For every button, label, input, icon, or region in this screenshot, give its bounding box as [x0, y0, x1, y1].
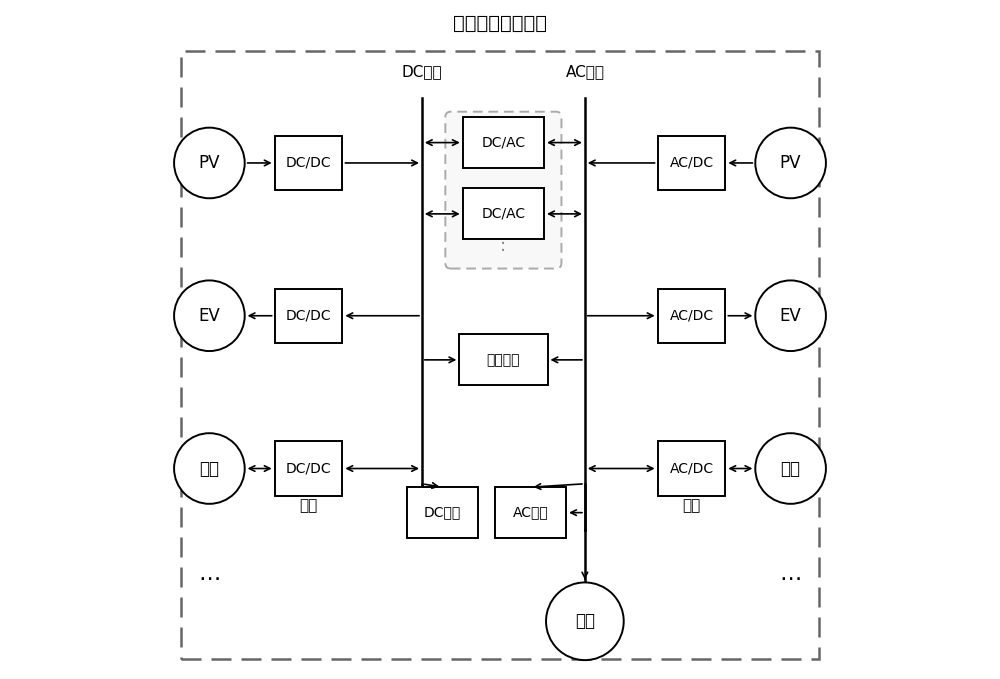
Text: 双向: 双向: [682, 498, 701, 513]
Text: :: :: [500, 237, 506, 255]
Bar: [407, 488, 478, 538]
Bar: [495, 488, 566, 538]
Bar: [658, 136, 725, 190]
Circle shape: [755, 433, 826, 504]
Text: AC负荷: AC负荷: [513, 506, 548, 519]
Text: DC/DC: DC/DC: [286, 309, 331, 323]
Text: AC/DC: AC/DC: [669, 156, 714, 170]
Text: 储能: 储能: [781, 460, 801, 477]
Bar: [275, 136, 342, 190]
Text: PV: PV: [780, 154, 801, 172]
Text: 混合负荷: 混合负荷: [487, 353, 520, 367]
Text: AC/DC: AC/DC: [669, 462, 714, 475]
Circle shape: [174, 280, 245, 351]
Circle shape: [755, 280, 826, 351]
Text: AC/DC: AC/DC: [669, 309, 714, 323]
Bar: [459, 335, 548, 386]
Text: EV: EV: [199, 307, 220, 325]
Bar: [658, 441, 725, 496]
Circle shape: [755, 128, 826, 198]
Circle shape: [174, 128, 245, 198]
Bar: [658, 289, 725, 343]
Text: PV: PV: [199, 154, 220, 172]
Bar: [181, 51, 819, 659]
Text: DC/AC: DC/AC: [481, 136, 525, 149]
Text: 交直流混合微电网: 交直流混合微电网: [453, 14, 547, 33]
Bar: [275, 289, 342, 343]
Text: 电网: 电网: [575, 612, 595, 630]
Text: 储能: 储能: [199, 460, 219, 477]
Text: …: …: [198, 564, 221, 584]
Text: DC母线: DC母线: [402, 64, 442, 79]
Circle shape: [174, 433, 245, 504]
Circle shape: [546, 583, 624, 660]
Text: EV: EV: [780, 307, 801, 325]
Text: …: …: [779, 564, 802, 584]
Bar: [463, 189, 544, 239]
Text: DC/DC: DC/DC: [286, 156, 331, 170]
Bar: [275, 441, 342, 496]
Text: 双向: 双向: [299, 498, 318, 513]
Text: DC负荷: DC负荷: [424, 506, 461, 519]
FancyBboxPatch shape: [445, 112, 561, 269]
Text: DC/AC: DC/AC: [481, 207, 525, 221]
Text: AC母线: AC母线: [565, 64, 604, 79]
Bar: [463, 117, 544, 168]
Text: DC/DC: DC/DC: [286, 462, 331, 475]
